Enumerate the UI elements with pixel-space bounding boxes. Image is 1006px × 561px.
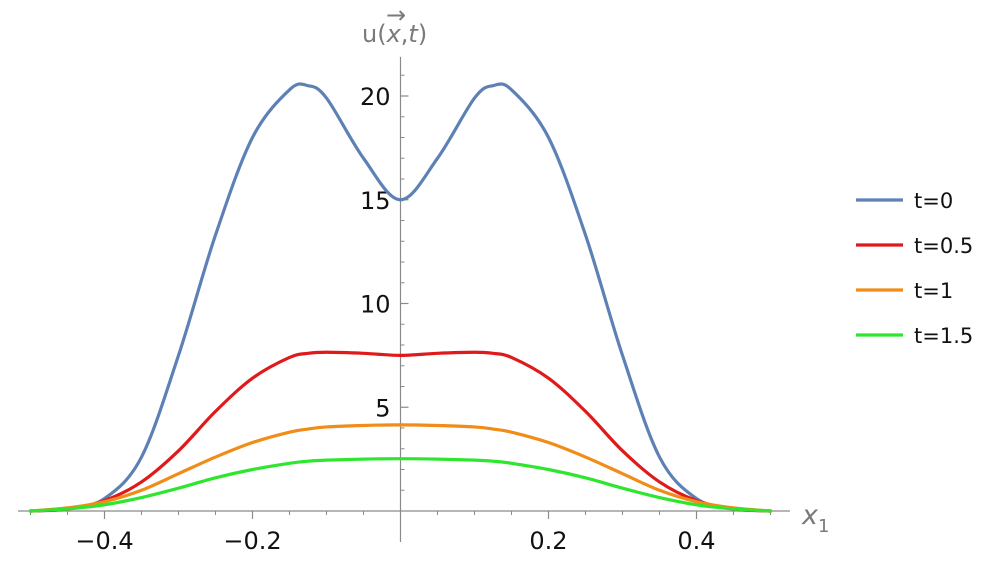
legend-label: t=0	[914, 189, 953, 213]
legend-label: t=1	[914, 279, 953, 303]
y-axis-label-vector-arrow: →	[386, 1, 406, 29]
y-axis-label: u(x,t)	[362, 20, 427, 48]
x-axis-label: x1	[801, 500, 829, 537]
axis-labels: u(x,t) → x1	[362, 1, 829, 537]
x-tick-label: −0.4	[75, 527, 133, 555]
legend: t=0 t=0.5 t=1 t=1.5	[856, 189, 973, 348]
series-line-t-1-5	[28, 457, 773, 513]
x-tick-label: 0.4	[677, 527, 715, 555]
series-curves	[28, 82, 773, 513]
series-line-t-1	[28, 423, 773, 513]
x-tick-label: −0.2	[223, 527, 281, 555]
y-tick-label: 10	[360, 291, 391, 319]
y-tick-label: 20	[360, 83, 391, 111]
series-line-t-0	[28, 82, 773, 513]
y-tick-label: 5	[375, 394, 390, 422]
series-line-t-0-5	[28, 350, 773, 513]
legend-label: t=0.5	[914, 234, 973, 258]
x-tick-label: 0.2	[529, 527, 567, 555]
legend-label: t=1.5	[914, 324, 973, 348]
